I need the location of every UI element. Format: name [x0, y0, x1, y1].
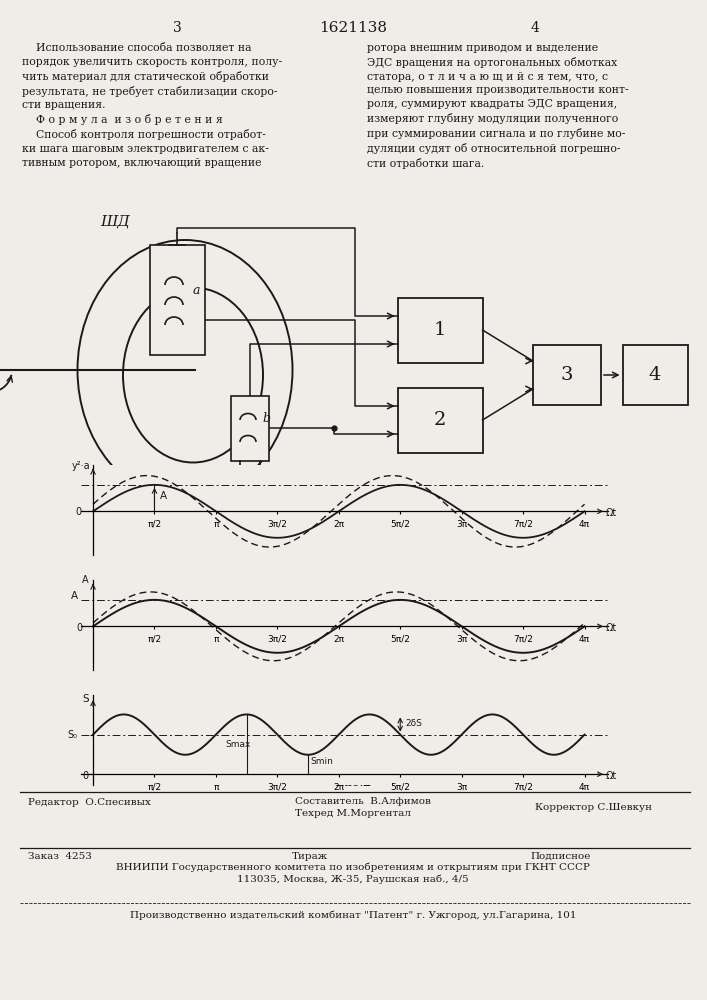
Text: 0: 0 [82, 771, 88, 781]
Text: Ωt: Ωt [606, 508, 617, 518]
Text: y²·a: y²·a [71, 461, 90, 471]
Text: ВНИИПИ Государственного комитета по изобретениям и открытиям при ГКНТ СССР: ВНИИПИ Государственного комитета по изоб… [116, 862, 590, 871]
Text: 4: 4 [530, 21, 539, 35]
Text: Тираж: Тираж [292, 852, 328, 861]
Text: ШД: ШД [100, 215, 130, 229]
Text: b: b [262, 412, 270, 424]
Text: 2δS: 2δS [405, 719, 422, 728]
Text: Фиг.1: Фиг.1 [333, 495, 373, 509]
Text: Заказ  4253: Заказ 4253 [28, 852, 92, 861]
Text: 3: 3 [173, 21, 182, 35]
Text: 3: 3 [561, 366, 573, 384]
Text: 1621138: 1621138 [319, 21, 387, 35]
Text: Техред М.Моргентал: Техред М.Моргентал [295, 809, 411, 818]
Bar [397, 387, 482, 452]
Bar [533, 345, 601, 405]
Text: Smax: Smax [225, 740, 250, 749]
Text: ротора внешним приводом и выделение
ЭДС вращения на ортогональных обмотках
стато: ротора внешним приводом и выделение ЭДС … [367, 43, 629, 169]
Text: Подписное: Подписное [530, 852, 590, 861]
Text: 4: 4 [649, 366, 661, 384]
Text: Корректор С.Шевкун: Корректор С.Шевкун [535, 803, 652, 812]
Bar [149, 245, 204, 355]
Text: A: A [71, 591, 78, 601]
Text: S₀: S₀ [68, 730, 78, 740]
Text: A: A [160, 491, 168, 501]
Bar [397, 298, 482, 362]
Text: Производственно издательский комбинат "Патент" г. Ужгород, ул.Гагарина, 101: Производственно издательский комбинат "П… [130, 911, 576, 920]
Text: 2: 2 [434, 411, 446, 429]
Text: а: а [193, 284, 201, 296]
Text: Составитель  В.Алфимов: Составитель В.Алфимов [295, 797, 431, 806]
Bar [231, 395, 269, 460]
Text: Ωt: Ωt [606, 771, 617, 781]
Bar [622, 345, 687, 405]
Text: Ωt: Ωt [606, 623, 617, 633]
Text: Редактор  О.Спесивых: Редактор О.Спесивых [28, 798, 151, 807]
Text: S: S [82, 694, 88, 704]
Text: 0: 0 [75, 507, 81, 517]
Text: A: A [82, 575, 88, 585]
Text: Smin: Smin [310, 757, 333, 766]
Text: Использование способа позволяет на
порядок увеличить скорость контроля, полу-
чи: Использование способа позволяет на поряд… [22, 43, 282, 168]
Text: 113035, Москва, Ж-35, Раушская наб., 4/5: 113035, Москва, Ж-35, Раушская наб., 4/5 [237, 874, 469, 884]
Text: Фиг.2: Фиг.2 [333, 775, 373, 789]
Text: 0: 0 [76, 623, 82, 633]
Text: 1: 1 [434, 321, 446, 339]
